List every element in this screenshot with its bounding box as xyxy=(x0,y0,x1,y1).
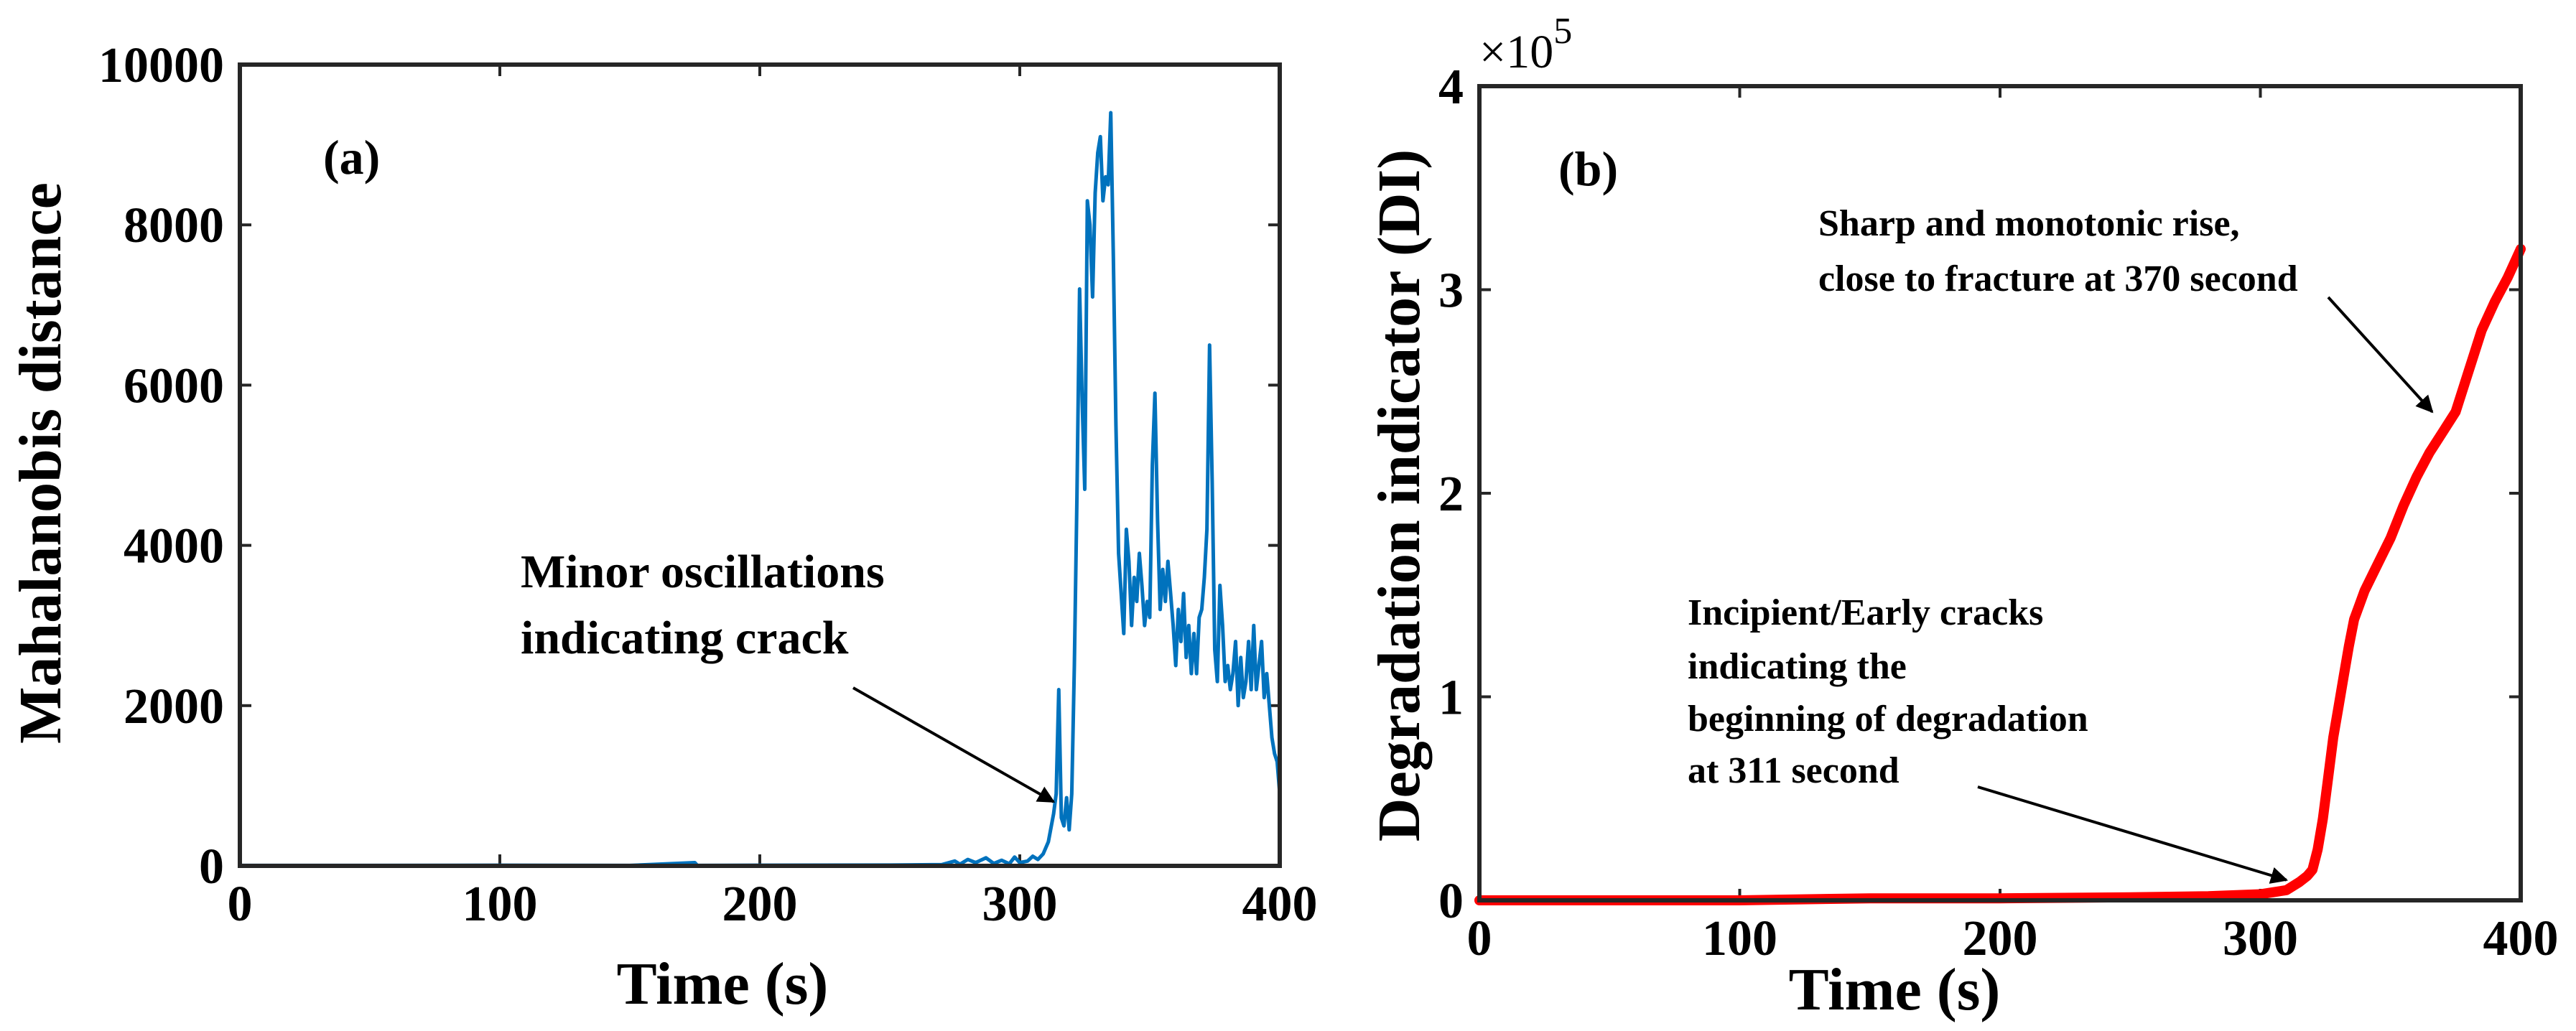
y-tick-label: 1 xyxy=(1438,671,1464,726)
x-tick-label: 100 xyxy=(462,877,538,932)
series-line xyxy=(238,111,1282,867)
x-tick-label: 400 xyxy=(1242,877,1318,932)
panel-b-annotation-1-line-1: Sharp and monotonic rise, xyxy=(1818,203,2240,244)
y-tick-label: 10000 xyxy=(98,38,224,93)
series-line xyxy=(1474,243,2526,905)
panel-a-ticks xyxy=(238,63,1281,867)
panel-a-annotation-arrow xyxy=(852,686,1056,803)
panel-a-y-tick-labels: 0 2000 4000 6000 8000 10000 xyxy=(98,38,224,895)
x-tick-label: 300 xyxy=(2223,911,2298,966)
panel-b-lines xyxy=(1474,243,2526,905)
x-tick-label: 0 xyxy=(228,877,253,932)
panel-b-y-multiplier: ×105 xyxy=(1479,11,1572,78)
panel-a-x-tick-labels: 0 100 200 300 400 xyxy=(228,877,1318,932)
panel-b-y-tick-labels: 0 1 2 3 4 xyxy=(1438,60,1464,929)
y-tick-label: 2000 xyxy=(124,679,224,734)
y-tick-label: 8000 xyxy=(124,198,224,253)
y-tick-label: 3 xyxy=(1438,263,1464,319)
panel-b-annotation-1-arrow xyxy=(2327,296,2434,414)
x-tick-label: 0 xyxy=(1467,911,1492,966)
y-tick-label: 4000 xyxy=(124,519,224,574)
panel-b-annotation-2-line-2: indicating the xyxy=(1688,646,1907,687)
x-tick-label: 200 xyxy=(722,877,798,932)
x-tick-label: 400 xyxy=(2483,911,2559,966)
y-tick-label: 2 xyxy=(1438,467,1464,522)
panel-b-label: (b) xyxy=(1558,141,1618,196)
panel-b-annotation-2-arrow xyxy=(1977,785,2289,884)
x-tick-label: 300 xyxy=(982,877,1058,932)
panel-a-x-axis-label: Time (s) xyxy=(617,951,829,1017)
panel-b-annotation-2-line-4: at 311 second xyxy=(1688,750,1900,791)
panel-a-y-axis-label: Mahalanobis distance xyxy=(7,182,74,744)
panel-b-y-multiplier-base: ×10 xyxy=(1479,26,1553,78)
y-tick-label: 4 xyxy=(1438,60,1464,115)
panel-a-annotation-line-2: indicating crack xyxy=(521,612,849,664)
panel-b-annotation-2-line-1: Incipient/Early cracks xyxy=(1688,592,2043,633)
y-tick-label: 0 xyxy=(1438,874,1464,929)
chart-panel-b: 0 100 200 300 400 0 1 2 3 4 Time (s) Degradation… xyxy=(1366,11,2559,1023)
panel-b-x-tick-labels: 0 100 200 300 400 xyxy=(1467,911,2559,966)
panel-b-x-axis-label: Time (s) xyxy=(1789,956,2001,1023)
chart-panel-a: 0 100 200 300 400 0 2000 4000 6000 8000 10000 Tim… xyxy=(7,38,1318,1017)
panel-b-annotation-2-line-3: beginning of degradation xyxy=(1688,699,2088,740)
panel-a-label: (a) xyxy=(323,130,380,185)
x-tick-label: 200 xyxy=(1963,911,2038,966)
x-tick-label: 100 xyxy=(1702,911,1777,966)
y-tick-label: 0 xyxy=(199,839,224,895)
panel-b-y-multiplier-exponent: 5 xyxy=(1553,11,1572,52)
panel-a-annotation-line-1: Minor oscillations xyxy=(521,546,885,598)
panel-b-annotation-1-line-2: close to fracture at 370 second xyxy=(1818,258,2298,299)
panel-a-lines xyxy=(238,111,1282,867)
y-tick-label: 6000 xyxy=(124,358,224,414)
panel-a-axes-frame xyxy=(238,62,1282,868)
panel-b-y-axis-label: Degradation indicator (DI) xyxy=(1366,149,1433,841)
panel-b-axes-frame xyxy=(1477,84,2523,902)
